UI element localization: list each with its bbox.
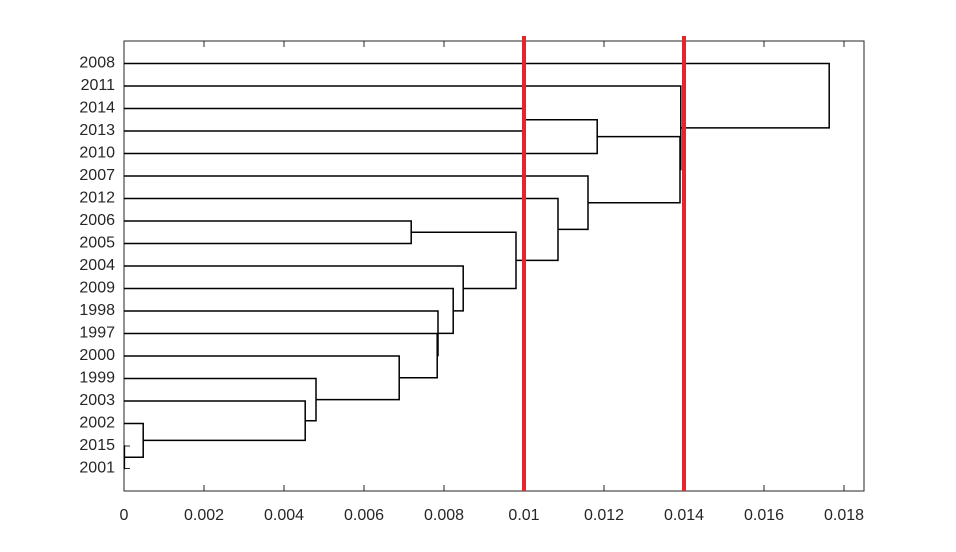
dendrogram-link: [124, 107, 525, 132]
y-tick-label: 2008: [79, 55, 115, 72]
y-tick-label: 2010: [79, 145, 115, 162]
dendrogram-link: [124, 377, 317, 422]
x-tick-label: 0: [120, 507, 129, 524]
dendrogram-link: [588, 135, 681, 204]
y-tick-label: 2011: [81, 77, 116, 94]
y-tick-label: 2012: [79, 190, 115, 207]
x-tick-label: 0.014: [664, 507, 704, 524]
dendrogram-link: [124, 197, 559, 262]
y-tick-label: 1997: [79, 325, 115, 342]
y-tick-label: 2007: [79, 167, 115, 184]
dendrogram-link: [124, 422, 144, 458]
x-tick-label: 0.012: [584, 507, 624, 524]
y-tick-label: 1999: [79, 370, 115, 387]
y-tick-label: 1998: [79, 302, 115, 319]
y-tick-label: 2009: [79, 280, 115, 297]
y-tick-label: 2004: [79, 257, 115, 274]
x-tick-label: 0.008: [424, 507, 464, 524]
y-tick-label: 2000: [79, 347, 115, 364]
x-tick-label: 0.006: [344, 507, 384, 524]
dendrogram-link: [124, 119, 598, 155]
x-tick-label: 0.018: [824, 507, 864, 524]
dendrogram-link: [124, 220, 412, 245]
y-tick-label: 2003: [79, 392, 115, 409]
y-tick-label: 2014: [79, 100, 115, 117]
y-tick-label: 2013: [79, 122, 115, 139]
y-tick-label: 2002: [79, 415, 115, 432]
x-tick-label: 0.004: [264, 507, 304, 524]
y-tick-label: 2001: [79, 460, 115, 477]
x-tick-label: 0.016: [744, 507, 784, 524]
y-tick-label: 2015: [79, 437, 115, 454]
x-tick-label: 0.01: [508, 507, 539, 524]
dendrogram-link: [124, 400, 306, 442]
dendrogram-link: [124, 62, 830, 129]
y-tick-label: 2006: [79, 212, 115, 229]
x-tick-label: 0.002: [184, 507, 224, 524]
y-tick-label: 2005: [79, 235, 115, 252]
